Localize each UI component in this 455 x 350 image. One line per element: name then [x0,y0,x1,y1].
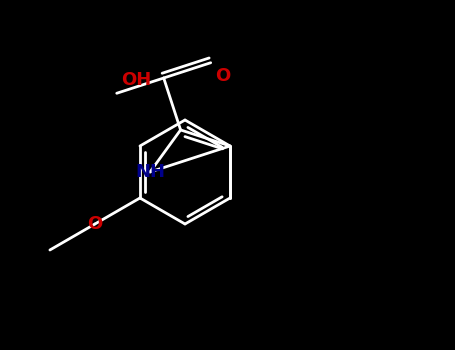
Text: O: O [215,67,230,85]
Text: OH: OH [121,71,151,89]
Text: O: O [87,215,102,233]
Text: NH: NH [135,163,165,181]
